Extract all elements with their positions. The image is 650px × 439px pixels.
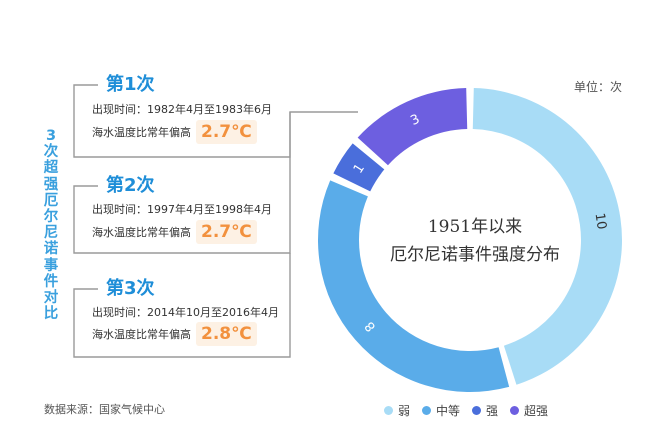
legend-item: 弱 [384, 402, 410, 419]
temp-label: 海水温度比常年偏高 [92, 328, 191, 341]
legend-item: 超强 [510, 402, 548, 419]
temp-label: 海水温度比常年偏高 [92, 126, 191, 139]
connector-frames [73, 84, 358, 358]
temp-value: 2.7℃ [196, 220, 257, 244]
temp-label: 海水温度比常年偏高 [92, 226, 191, 239]
legend-swatch [422, 406, 432, 415]
center-title-line2: 厄尔尼诺事件强度分布 [390, 245, 560, 265]
connector-line-3 [73, 253, 291, 358]
event-period: 出现时间：2014年10月至2016年4月 [92, 306, 279, 319]
event-period: 出现时间：1997年4月至1998年4月 [92, 203, 272, 216]
connector-line-2 [73, 112, 291, 254]
connector-line-1 [73, 84, 358, 158]
donut-slice-强 [333, 143, 385, 192]
event-title: 第1次 [102, 74, 159, 96]
donut-slice-超强 [357, 88, 468, 166]
temp-value: 2.7℃ [196, 120, 257, 144]
legend-label: 超强 [524, 404, 549, 418]
donut-slice-中等 [317, 180, 510, 392]
legend-item: 中等 [422, 402, 460, 419]
temp-value: 2.8℃ [196, 322, 257, 346]
legend-label: 强 [486, 404, 499, 418]
donut-slice-弱 [472, 88, 623, 385]
center-title-line1: 1951年以来 [427, 217, 523, 237]
chart-legend: 弱 中等 强 超强 [384, 402, 548, 419]
unit-label: 单位：次 [574, 80, 623, 94]
side-title: 3次超强厄尔尼诺事件对比 [43, 128, 59, 323]
legend-swatch [472, 406, 482, 415]
legend-swatch [384, 406, 393, 415]
legend-item: 强 [472, 402, 498, 419]
legend-swatch [510, 406, 520, 415]
data-source: 数据来源：国家气候中心 [44, 403, 165, 416]
event-title: 第2次 [102, 175, 159, 197]
event-title: 第3次 [102, 278, 159, 300]
legend-label: 中等 [436, 404, 461, 418]
event-period: 出现时间：1982年4月至1983年6月 [92, 103, 272, 116]
legend-label: 弱 [398, 404, 411, 418]
slice-value-label: 10 [592, 212, 609, 231]
